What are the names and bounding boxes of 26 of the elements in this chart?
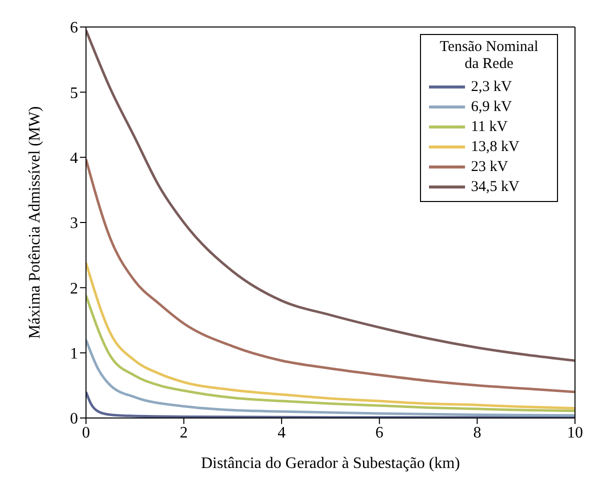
y-tick-label: 2 (70, 280, 78, 298)
line-series (86, 29, 575, 362)
legend-label: 2,3 kV (471, 78, 512, 96)
y-tick-label: 3 (70, 215, 78, 232)
line-series (86, 262, 575, 410)
y-tick-label: 0 (70, 410, 78, 428)
legend-label: 13,8 kV (471, 138, 520, 156)
y-tick-label: 1 (70, 346, 78, 363)
legend-label: 6,9 kV (471, 98, 512, 116)
legend-title: Tensão Nominal da Rede (438, 39, 540, 73)
legend-label: 11 kV (471, 118, 508, 136)
line-series (86, 294, 575, 412)
x-tick-label: 8 (473, 424, 482, 442)
y-tick-label: 6 (70, 20, 78, 37)
x-tick-label: 2 (180, 424, 188, 442)
line-series (86, 158, 575, 394)
x-tick-label: 6 (375, 424, 384, 442)
legend-label: 23 kV (471, 158, 508, 176)
y-tick-label: 5 (70, 84, 78, 102)
x-axis-title: Distância do Gerador à Subestação (km) (200, 455, 460, 472)
x-tick-label: 4 (278, 424, 286, 442)
x-tick-label: 0 (82, 424, 90, 442)
y-tick-label: 4 (70, 150, 78, 168)
x-tick-label: 10 (567, 424, 583, 442)
y-axis-title: Máxima Potência Admissível (MW) (26, 106, 44, 339)
legend-label: 34,5 kV (471, 178, 520, 196)
